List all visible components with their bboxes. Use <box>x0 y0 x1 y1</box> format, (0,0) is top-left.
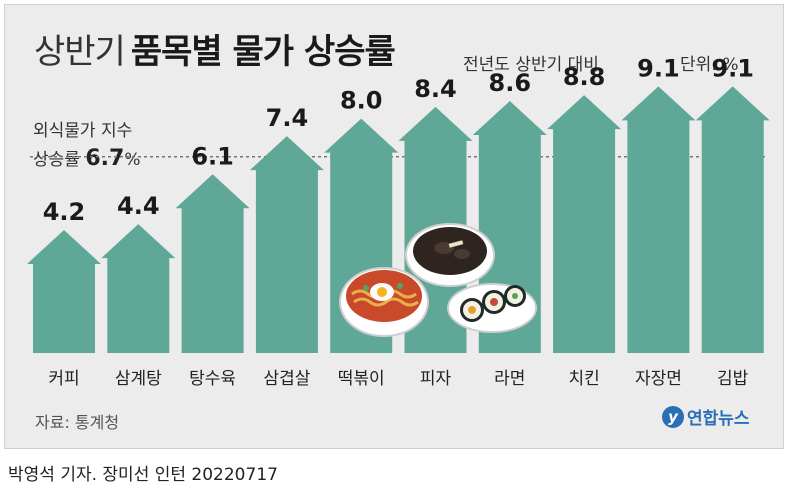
title-prefix: 상반기 <box>34 32 126 72</box>
bar-arrow-4 <box>249 136 324 353</box>
chart-svg: 4.2 커피 4.4 삼계탕 6.1 탕수육 7.4 삼겹살 8.0 떡볶이 8.4 피자 8.6 라면 8… <box>27 54 770 389</box>
yonhap-logo-icon: y <box>662 405 684 428</box>
category-label: 삼겹살 <box>263 369 310 389</box>
value-label: 6.1 <box>191 142 234 170</box>
jajangmyeon-icon <box>405 223 495 287</box>
reference-line1: 외식물가 지수 <box>33 121 133 141</box>
category-label: 피자 <box>420 369 452 389</box>
reference-note: 외식물가 지수 상승률 6.7% <box>33 118 140 174</box>
ramen-icon <box>339 267 429 337</box>
value-label: 8.6 <box>489 69 532 97</box>
title-main: 품목별 물가 상승률 <box>130 32 396 72</box>
bar-arrow-2 <box>101 224 176 353</box>
reference-line2: 상승률 6.7% <box>33 145 140 174</box>
value-label: 7.4 <box>266 104 309 132</box>
bar-arrow-9 <box>621 86 696 354</box>
bar-arrow-10 <box>695 86 770 354</box>
category-label: 커피 <box>48 369 79 389</box>
category-label: 삼계탕 <box>115 369 162 389</box>
value-label: 4.2 <box>43 198 86 226</box>
reference-prefix: 상승률 <box>33 150 86 170</box>
value-label: 9.1 <box>711 54 754 82</box>
category-label: 김밥 <box>717 369 749 389</box>
value-label: 4.4 <box>117 192 160 220</box>
subtitle: 전년도 상반기 대비 <box>463 55 599 75</box>
category-label: 떡볶이 <box>338 369 385 389</box>
bar-arrow-3 <box>175 174 250 353</box>
category-label: 탕수육 <box>189 369 236 389</box>
value-label: 8.4 <box>414 75 457 103</box>
page-title: 상반기 품목별 물가 상승률 <box>34 24 396 73</box>
source-note: 자료: 통계청 <box>35 413 120 432</box>
reference-value: 6.7 <box>85 146 125 171</box>
byline: 박영석 기자. 장미선 인턴 20220717 <box>8 465 278 485</box>
category-label: 자장면 <box>635 369 682 389</box>
category-label: 라면 <box>494 369 525 389</box>
publisher-logo: y 연합뉴스 <box>662 404 750 429</box>
unit-label: 단위: % <box>680 55 739 75</box>
value-label: 8.8 <box>563 63 606 91</box>
logo-text: 연합뉴스 <box>687 409 750 429</box>
reference-unit: % <box>124 150 141 170</box>
footer-bar <box>0 450 790 495</box>
bar-arrow-8 <box>547 95 622 353</box>
bar-arrow-1 <box>27 229 101 353</box>
category-label: 치킨 <box>568 369 599 389</box>
value-label: 9.1 <box>637 54 680 82</box>
value-label: 8.0 <box>340 87 383 115</box>
gimbap-icon <box>447 283 537 333</box>
